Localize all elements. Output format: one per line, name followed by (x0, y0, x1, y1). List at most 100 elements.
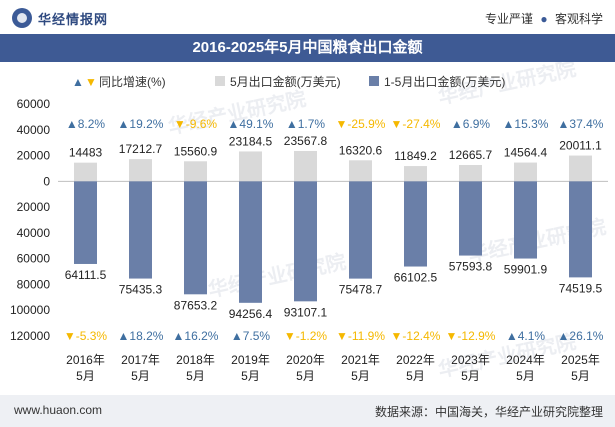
x-tick-label-year: 2019年 (231, 353, 270, 367)
data-label-cumulative: 64111.5 (65, 268, 107, 282)
data-label-cumulative: 87653.2 (174, 298, 218, 312)
footer-source: 数据来源：中国海关，华经产业研究院整理 (374, 405, 603, 419)
y-tick-label: 100000 (10, 303, 50, 317)
x-tick-label-year: 2023年 (451, 353, 490, 367)
growth-label-may: ▼-27.4% (391, 117, 441, 131)
bar-cumulative (459, 181, 482, 256)
bar-cumulative (74, 181, 97, 264)
data-label-may: 12665.7 (449, 148, 493, 162)
bar-cumulative (349, 181, 372, 279)
data-label-may: 11849.2 (394, 149, 437, 163)
x-tick-label-year: 2018年 (176, 353, 215, 367)
bar-may (349, 160, 372, 182)
x-tick-label-month: 5月 (516, 369, 535, 383)
x-tick-label-year: 2016年 (66, 353, 105, 367)
data-label-may: 15560.9 (174, 144, 218, 158)
data-label-cumulative: 75435.3 (119, 283, 163, 297)
bar-may (569, 155, 592, 182)
growth-label-may: ▲37.4% (558, 117, 604, 131)
growth-label-cumulative: ▲26.1% (558, 329, 604, 343)
x-tick-label-year: 2020年 (286, 353, 325, 367)
growth-label-may: ▼-9.6% (174, 117, 218, 131)
data-label-cumulative: 74519.5 (559, 281, 603, 295)
growth-label-cumulative: ▼-5.3% (64, 329, 108, 343)
brand-logo-icon (12, 8, 32, 28)
data-label-cumulative: 94256.4 (229, 307, 273, 321)
x-tick-label-month: 5月 (131, 369, 150, 383)
bar-may (404, 166, 427, 182)
footer-website[interactable]: www.huaon.com (14, 403, 103, 417)
chart-title: 2016-2025年5月中国粮食出口金额 (0, 34, 615, 62)
growth-label-may: ▲8.2% (66, 117, 106, 131)
data-label-cumulative: 59901.9 (504, 263, 548, 277)
growth-label-cumulative: ▲4.1% (506, 329, 546, 343)
y-tick-label: 120000 (10, 329, 50, 343)
growth-label-cumulative: ▼-12.4% (391, 329, 441, 343)
growth-label-may: ▲49.1% (228, 117, 274, 131)
y-tick-label: 40000 (17, 123, 51, 137)
tagline-professional: 专业严谨 (485, 12, 534, 26)
growth-label-may: ▲6.9% (451, 117, 491, 131)
growth-label-may: ▼-25.9% (336, 117, 386, 131)
growth-label-cumulative: ▼-11.9% (336, 329, 385, 343)
growth-label-may: ▲19.2% (118, 117, 164, 131)
x-tick-label-year: 2025年 (561, 353, 600, 367)
x-tick-label-month: 5月 (76, 369, 95, 383)
x-tick-label-month: 5月 (406, 369, 425, 383)
bar-may (239, 151, 262, 182)
data-label-may: 17212.7 (119, 142, 163, 156)
bar-may (294, 150, 317, 182)
data-label-may: 23567.8 (284, 134, 328, 148)
data-label-cumulative: 66102.5 (394, 271, 438, 285)
y-tick-label: 80000 (17, 277, 51, 291)
bar-may (184, 161, 207, 182)
x-tick-label-month: 5月 (186, 369, 205, 383)
separator-dot-icon: ● (540, 12, 548, 26)
data-label-cumulative: 75478.7 (339, 283, 383, 297)
x-tick-label-year: 2021年 (341, 353, 380, 367)
bar-may (129, 159, 152, 182)
legend-cumulative-label: 1-5月出口金额(万美元) (384, 74, 505, 89)
legend-may-label: 5月出口金额(万美元) (230, 74, 341, 89)
tagline-objective: 客观科学 (554, 12, 603, 26)
legend-growth-label: 同比增速(%) (99, 75, 166, 89)
growth-label-cumulative: ▲7.5% (231, 329, 271, 343)
data-label-may: 14483 (69, 146, 103, 160)
bar-may (459, 165, 482, 182)
growth-label-may: ▲1.7% (286, 117, 326, 131)
watermark-0: 华经产业研究院 (166, 86, 308, 139)
data-label-may: 16320.6 (339, 143, 383, 157)
data-label-may: 23184.5 (229, 134, 273, 148)
bar-cumulative (404, 181, 427, 267)
legend-down-triangle-icon: ▼ (85, 75, 97, 89)
y-tick-label: 40000 (17, 226, 51, 240)
bar-cumulative (129, 181, 152, 279)
bar-may (74, 162, 97, 182)
bar-may (514, 162, 537, 182)
growth-label-may: ▲15.3% (503, 117, 549, 131)
legend-up-triangle-icon: ▲ (72, 75, 84, 89)
growth-label-cumulative: ▲16.2% (173, 329, 219, 343)
bar-cumulative (569, 181, 592, 278)
top-bar: 华经情报网 专业严谨 ● 客观科学 (0, 0, 615, 34)
growth-label-cumulative: ▼-12.9% (446, 329, 496, 343)
y-tick-label: 60000 (17, 97, 51, 111)
data-label-cumulative: 57593.8 (449, 260, 493, 274)
x-tick-label-year: 2024年 (506, 353, 545, 367)
data-label-may: 20011.1 (559, 139, 602, 153)
x-tick-label-year: 2017年 (121, 353, 160, 367)
legend-cumulative-swatch (369, 76, 379, 86)
y-tick-label: 20000 (17, 200, 51, 214)
legend: ▲ ▼ 同比增速(%) 5月出口金额(万美元) 1-5月出口金额(万美元) (72, 74, 505, 89)
x-tick-label-month: 5月 (571, 369, 590, 383)
data-label-cumulative: 93107.1 (284, 305, 328, 319)
x-tick-label-month: 5月 (241, 369, 260, 383)
brand[interactable]: 华经情报网 (12, 8, 108, 28)
bars (74, 150, 592, 303)
watermark-2: 华经产业研究院 (206, 249, 348, 302)
x-tick-label-month: 5月 (296, 369, 315, 383)
bar-cumulative (239, 181, 262, 303)
brand-name: 华经情报网 (38, 11, 109, 27)
y-tick-label: 0 (43, 174, 50, 188)
